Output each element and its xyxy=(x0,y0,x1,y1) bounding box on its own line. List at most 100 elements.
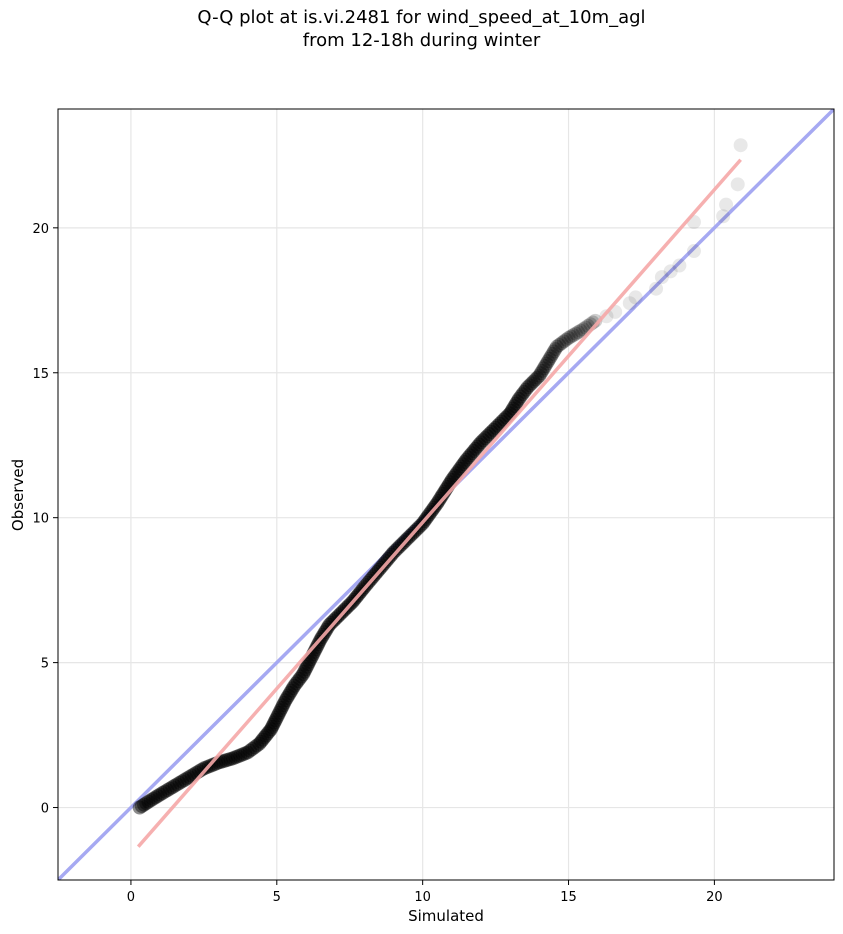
data-point xyxy=(431,493,446,508)
data-point xyxy=(468,441,483,456)
data-point xyxy=(484,424,499,439)
data-point xyxy=(466,444,481,459)
data-point xyxy=(160,783,175,798)
data-point xyxy=(280,690,295,705)
data-point xyxy=(510,394,525,409)
tail-point xyxy=(599,309,614,324)
data-point xyxy=(233,748,248,763)
data-point xyxy=(143,793,158,808)
data-point xyxy=(263,722,278,737)
data-point xyxy=(170,777,185,792)
data-point xyxy=(167,778,182,793)
tail-point xyxy=(716,209,731,224)
data-point xyxy=(524,376,539,391)
data-point xyxy=(221,752,236,767)
data-point xyxy=(153,787,168,802)
data-point xyxy=(548,342,563,357)
data-point xyxy=(571,325,586,340)
data-point xyxy=(260,726,275,741)
data-point xyxy=(196,761,211,776)
data-point xyxy=(542,351,557,366)
plot-area xyxy=(58,109,834,880)
data-point xyxy=(252,736,267,751)
data-point xyxy=(538,359,553,373)
data-point xyxy=(559,332,574,347)
data-point xyxy=(137,797,152,812)
data-point xyxy=(506,401,521,416)
data-point xyxy=(238,746,253,761)
data-point xyxy=(296,667,311,682)
data-point xyxy=(297,664,312,679)
data-point xyxy=(528,372,543,387)
data-point xyxy=(494,414,509,429)
data-point xyxy=(298,662,313,677)
data-point xyxy=(257,730,272,745)
data-point xyxy=(461,450,476,465)
data-point xyxy=(470,439,485,454)
data-point xyxy=(476,433,491,448)
data-point xyxy=(146,791,161,806)
data-point xyxy=(262,724,277,739)
data-point xyxy=(294,669,309,684)
data-point xyxy=(226,751,241,766)
data-point xyxy=(230,749,245,764)
chart-title-line-2: from 12-18h during winter xyxy=(302,30,541,51)
data-point xyxy=(544,349,559,364)
tail-point xyxy=(730,177,745,192)
data-point xyxy=(464,446,479,461)
data-point xyxy=(302,654,317,669)
data-point xyxy=(449,466,464,481)
data-point xyxy=(278,693,293,708)
data-point xyxy=(545,346,560,361)
x-tick-label: 20 xyxy=(706,890,723,905)
data-point xyxy=(206,757,221,772)
data-point xyxy=(520,380,535,395)
data-point xyxy=(490,418,505,433)
data-point xyxy=(522,378,537,393)
x-tick-label: 5 xyxy=(273,890,281,905)
data-point xyxy=(535,363,550,378)
data-point xyxy=(463,448,478,463)
data-point xyxy=(179,771,194,786)
data-point xyxy=(511,391,526,406)
y-tick-label: 0 xyxy=(41,802,49,817)
data-point xyxy=(552,337,567,352)
data-point xyxy=(515,387,530,402)
data-point xyxy=(223,751,238,766)
data-point xyxy=(157,784,172,799)
data-point xyxy=(177,773,192,788)
data-point xyxy=(480,429,495,444)
data-point xyxy=(573,323,588,338)
data-point xyxy=(277,695,292,710)
data-point xyxy=(588,313,603,328)
data-point xyxy=(165,780,180,795)
data-point xyxy=(533,366,548,381)
data-point xyxy=(258,728,273,743)
data-point xyxy=(272,705,287,720)
data-point xyxy=(309,639,324,654)
data-point xyxy=(526,374,541,389)
data-point xyxy=(182,770,197,785)
data-point xyxy=(242,743,257,758)
x-tick-label: 15 xyxy=(560,890,577,905)
data-point xyxy=(284,683,299,698)
data-point xyxy=(292,671,307,686)
data-point xyxy=(556,334,571,349)
data-point xyxy=(546,344,561,359)
tail-point xyxy=(649,281,664,296)
tail-point xyxy=(654,270,669,285)
data-point xyxy=(290,674,305,689)
x-tick-label: 10 xyxy=(414,890,431,905)
data-point xyxy=(141,794,156,809)
data-point xyxy=(532,368,547,383)
data-point xyxy=(452,461,467,476)
data-point xyxy=(451,463,466,478)
data-point xyxy=(139,796,154,811)
data-point xyxy=(454,459,469,474)
data-point xyxy=(561,330,576,345)
tail-point xyxy=(628,290,643,305)
data-point xyxy=(541,354,556,369)
data-point xyxy=(265,719,280,734)
data-point xyxy=(274,700,289,715)
